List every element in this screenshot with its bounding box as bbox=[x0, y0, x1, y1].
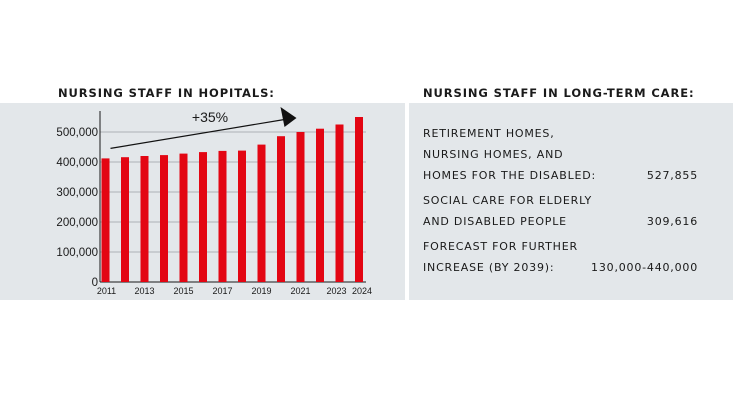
bar-2019 bbox=[257, 144, 266, 282]
long-term-care-panel bbox=[409, 103, 733, 300]
chart-title: NURSING STAFF IN HOPITALS: bbox=[58, 86, 275, 100]
y-tick-label: 0 bbox=[92, 277, 98, 289]
bar-2011 bbox=[101, 158, 110, 282]
care-group-label-line: RETIREMENT HOMES, bbox=[423, 127, 555, 140]
y-tick-label: 400,000 bbox=[56, 157, 98, 169]
care-group-social-care: SOCIAL CARE FOR ELDERLY AND DISABLED PEO… bbox=[423, 190, 698, 232]
trend-arrow-head bbox=[280, 107, 297, 127]
bar-2023 bbox=[335, 124, 344, 282]
bar-2021 bbox=[296, 132, 305, 282]
long-term-care-title: NURSING STAFF IN LONG-TERM CARE: bbox=[423, 86, 695, 100]
bar-2022 bbox=[316, 128, 324, 282]
x-tick-label: 2013 bbox=[134, 286, 154, 296]
bar-2012 bbox=[121, 157, 129, 282]
x-tick-label: 2021 bbox=[290, 286, 310, 296]
care-group-label-line: SOCIAL CARE FOR ELDERLY bbox=[423, 194, 593, 207]
y-tick-label: 200,000 bbox=[56, 217, 98, 229]
y-tick-label: 100,000 bbox=[56, 247, 98, 259]
care-group-residential: RETIREMENT HOMES, NURSING HOMES, AND HOM… bbox=[423, 123, 698, 186]
nursing-staff-bar-chart: 0 100,000 200,000 300,000 400,000 500,000 2011… bbox=[56, 107, 372, 296]
y-tick-label: 500,000 bbox=[56, 127, 98, 139]
care-group-label-line: NURSING HOMES, AND bbox=[423, 148, 564, 161]
care-group-label-line: HOMES FOR THE DISABLED: bbox=[423, 169, 597, 182]
care-group-value: 130,000-440,000 bbox=[591, 261, 698, 274]
bar-2013 bbox=[140, 156, 149, 282]
bar-2017 bbox=[218, 150, 227, 282]
bar-2020 bbox=[277, 136, 285, 282]
trend-annotation-label: +35% bbox=[192, 109, 228, 125]
bar-2018 bbox=[238, 150, 246, 282]
x-tick-label: 2011 bbox=[97, 286, 116, 296]
x-tick-label: 2024 bbox=[352, 286, 372, 296]
care-group-value: 527,855 bbox=[646, 169, 698, 182]
y-tick-label: 300,000 bbox=[56, 187, 98, 199]
care-group-label-line: FORECAST FOR FURTHER bbox=[423, 240, 578, 253]
care-group-label-line: AND DISABLED PEOPLE bbox=[423, 215, 567, 228]
x-tick-label: 2015 bbox=[173, 286, 193, 296]
bar-2015 bbox=[179, 153, 188, 282]
x-tick-label: 2023 bbox=[326, 286, 346, 296]
bar-2016 bbox=[199, 152, 207, 282]
care-group-forecast: FORECAST FOR FURTHER INCREASE (BY 2039):… bbox=[423, 236, 698, 278]
x-tick-label: 2017 bbox=[212, 286, 232, 296]
care-group-label-line: INCREASE (BY 2039): bbox=[423, 261, 555, 274]
bar-2024 bbox=[355, 117, 363, 282]
care-group-value: 309,616 bbox=[646, 215, 698, 228]
trend-arrow-line bbox=[110, 118, 285, 149]
x-tick-label: 2019 bbox=[251, 286, 271, 296]
bar-2014 bbox=[160, 155, 168, 282]
